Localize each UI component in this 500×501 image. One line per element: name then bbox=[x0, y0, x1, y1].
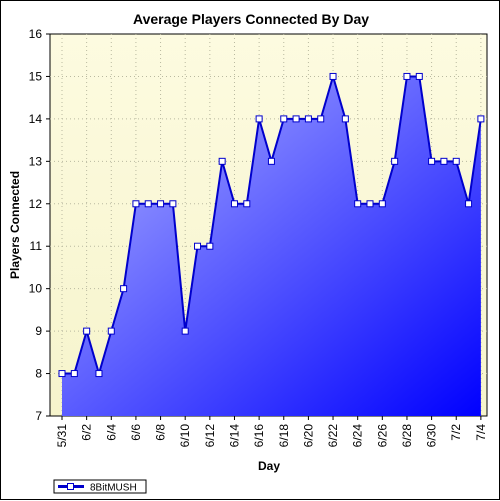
x-tick-label: 6/12 bbox=[203, 424, 217, 448]
y-tick-label: 8 bbox=[35, 367, 42, 381]
x-tick-label: 7/4 bbox=[474, 424, 488, 441]
data-point-marker bbox=[132, 200, 140, 208]
series-area-layer bbox=[58, 72, 485, 416]
data-point-marker bbox=[194, 242, 202, 250]
y-tick-label: 10 bbox=[29, 282, 43, 296]
x-tick-label: 6/8 bbox=[154, 424, 168, 441]
x-axis-title: Day bbox=[258, 459, 280, 473]
data-point-marker bbox=[354, 200, 362, 208]
data-point-marker bbox=[415, 72, 423, 80]
data-point-marker bbox=[70, 370, 78, 378]
y-tick-label: 13 bbox=[29, 154, 43, 168]
legend-label: 8BitMUSH bbox=[90, 483, 137, 494]
x-tick-label: 6/16 bbox=[252, 424, 266, 448]
x-tick-label: 6/20 bbox=[301, 424, 315, 448]
y-tick-label: 15 bbox=[29, 69, 43, 83]
data-point-marker bbox=[144, 200, 152, 208]
y-tick-label: 7 bbox=[35, 409, 42, 423]
data-point-marker bbox=[218, 157, 226, 165]
data-point-marker bbox=[366, 200, 374, 208]
x-tick-label: 7/2 bbox=[449, 424, 463, 441]
data-point-marker bbox=[255, 115, 263, 123]
legend: 8BitMUSH bbox=[53, 479, 147, 494]
data-point-marker bbox=[341, 115, 349, 123]
y-tick-label: 9 bbox=[35, 324, 42, 338]
data-point-marker bbox=[477, 115, 485, 123]
x-tick-label: 6/24 bbox=[351, 424, 365, 448]
x-tick-label: 6/10 bbox=[178, 424, 192, 448]
y-tick-label: 14 bbox=[29, 112, 43, 126]
x-axis-ticks: 5/31 6/2 6/4 6/6 6/8 6/10 6/12 6/14 6/16 6/18 6/20… bbox=[55, 416, 488, 447]
x-tick-label: 6/26 bbox=[375, 424, 389, 448]
data-point-marker bbox=[440, 157, 448, 165]
data-point-marker bbox=[304, 115, 312, 123]
legend-box bbox=[53, 479, 147, 494]
data-point-marker bbox=[403, 72, 411, 80]
data-point-marker bbox=[267, 157, 275, 165]
x-tick-label: 6/22 bbox=[326, 424, 340, 448]
x-tick-label: 6/4 bbox=[104, 424, 118, 441]
data-point-marker bbox=[280, 115, 288, 123]
data-point-marker bbox=[95, 370, 103, 378]
data-point-marker bbox=[230, 200, 238, 208]
y-tick-label: 16 bbox=[29, 27, 43, 41]
data-point-marker bbox=[206, 242, 214, 250]
data-point-marker bbox=[465, 200, 473, 208]
legend-swatch-marker bbox=[67, 483, 74, 490]
x-tick-label: 6/14 bbox=[227, 424, 241, 448]
data-point-marker bbox=[243, 200, 251, 208]
y-tick-label: 11 bbox=[30, 239, 43, 253]
x-tick-label: 6/18 bbox=[277, 424, 291, 448]
data-point-marker bbox=[391, 157, 399, 165]
x-tick-label: 5/31 bbox=[55, 424, 69, 448]
data-point-marker bbox=[378, 200, 386, 208]
data-point-marker bbox=[107, 327, 115, 335]
x-tick-label: 6/2 bbox=[80, 424, 94, 441]
data-point-marker bbox=[428, 157, 436, 165]
chart-title: Average Players Connected By Day bbox=[133, 11, 369, 27]
y-tick-label: 12 bbox=[29, 197, 43, 211]
data-point-marker bbox=[292, 115, 300, 123]
x-tick-label: 6/30 bbox=[425, 424, 439, 448]
x-tick-label: 6/6 bbox=[129, 424, 143, 441]
data-point-marker bbox=[83, 327, 91, 335]
data-point-marker bbox=[317, 115, 325, 123]
data-point-marker bbox=[452, 157, 460, 165]
y-axis-title: Players Connected bbox=[8, 171, 22, 279]
data-point-marker bbox=[169, 200, 177, 208]
x-tick-label: 6/28 bbox=[400, 424, 414, 448]
data-point-marker bbox=[58, 370, 66, 378]
data-point-marker bbox=[181, 327, 189, 335]
series-area-fill bbox=[62, 76, 481, 416]
data-point-marker bbox=[329, 72, 337, 80]
y-axis-ticks: 7 8 9 10 11 12 13 14 15 16 bbox=[29, 27, 50, 423]
data-point-marker bbox=[120, 285, 128, 293]
data-point-marker bbox=[157, 200, 165, 208]
